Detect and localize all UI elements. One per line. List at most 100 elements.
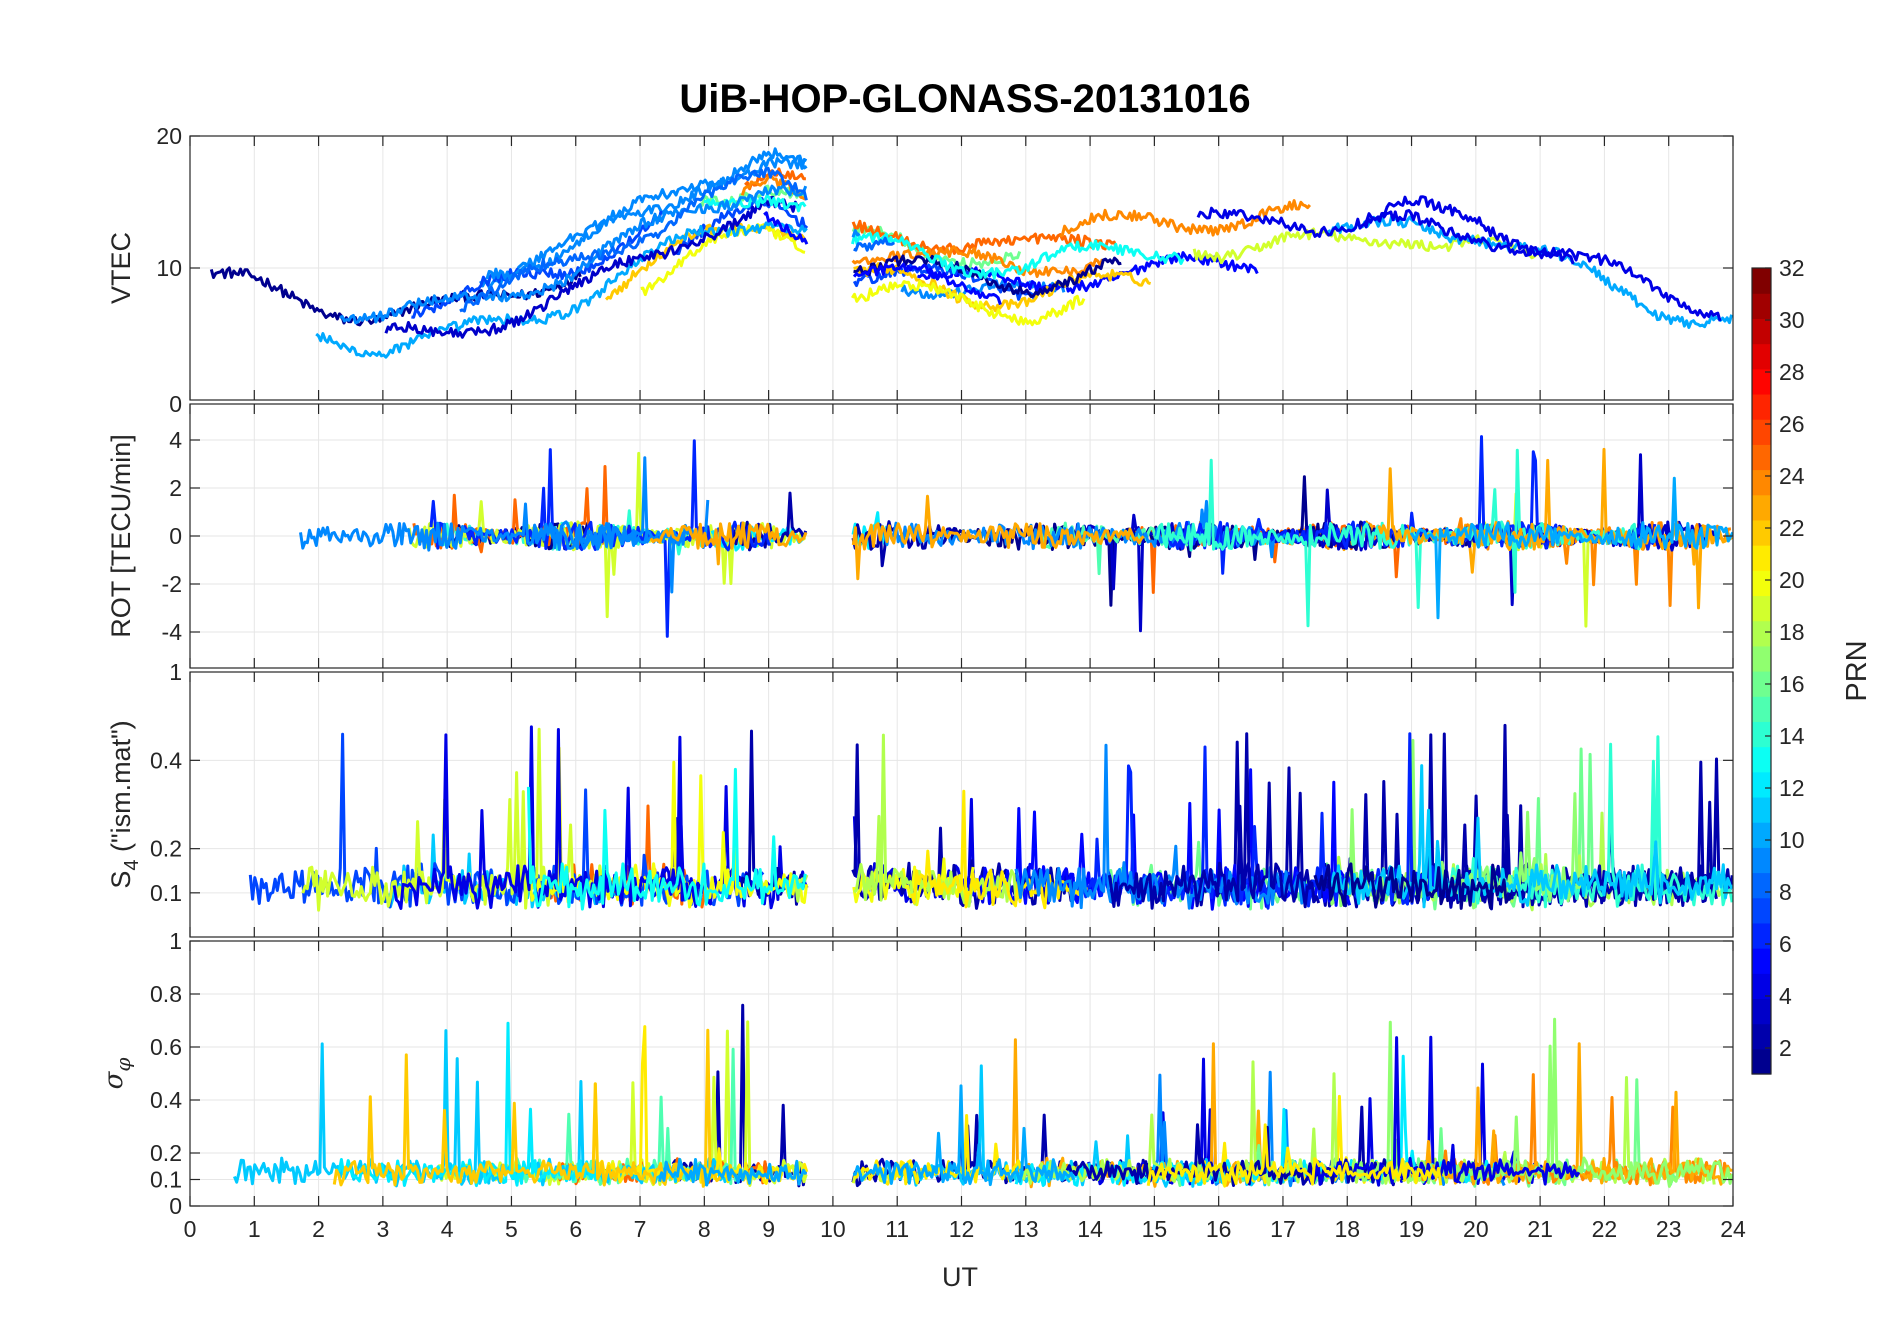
x-tick-label: 6 [569,1216,582,1242]
sigma_phi-series-group [233,1003,1733,1189]
colorbar-segment [1752,595,1771,622]
rot-series-group [299,435,1733,638]
colorbar-segment [1752,897,1771,924]
colorbar-segment [1752,1048,1771,1075]
y-tick-label: 0.6 [150,1034,182,1060]
rot-y-ticks: -4 -2 0 2 4 0 [162,391,1734,668]
y-tick-label: -4 [162,619,183,645]
prn-series-line [339,184,861,325]
colorbar-segment [1752,948,1771,974]
y-tick-label: 0 [169,1193,182,1219]
colorbar-segment [1752,721,1771,748]
prn-series-line [649,494,1145,581]
x-tick-label: 14 [1077,1216,1103,1242]
colorbar-tick-label: 12 [1779,775,1805,801]
y-tick-label: 20 [156,123,182,149]
prn-series-line [910,789,1088,910]
colorbar-tick-label: 4 [1779,983,1792,1009]
x-tick-label: 5 [505,1216,518,1242]
y-tick-label: -2 [162,571,182,597]
prn-series-line [526,767,807,911]
y-tick-label: 0 [169,523,182,549]
x-tick-label: 1 [248,1216,261,1242]
colorbar-segment [1752,671,1771,697]
x-tick-label: 13 [1013,1216,1039,1242]
sigma_phi-y-ticks: 00.10.2 0.4 0.6 0.8 1 [150,928,1734,1219]
s4-series-group [248,723,1733,912]
vtec-y-axis-label: VTEC [106,232,136,304]
prn-series-line [459,166,896,313]
colorbar-tick-label: 14 [1779,723,1805,749]
prn-series-line [1059,199,1312,238]
colorbar-segment [1752,746,1771,773]
x-tick-label: 24 [1720,1216,1746,1242]
colorbar-tick-label: 28 [1779,359,1805,385]
colorbar-segment [1752,469,1771,496]
colorbar-segment [1752,822,1771,848]
colorbar-segment [1752,545,1771,571]
colorbar-tick-label: 26 [1779,411,1805,437]
x-tick-label: 4 [441,1216,454,1242]
x-tick-label: 15 [1142,1216,1168,1242]
y-tick-label: 0.1 [150,1167,182,1193]
colorbar-tick-label: 2 [1779,1035,1792,1061]
prn-series-line [1362,209,1575,265]
x-tick-label: 2 [312,1216,325,1242]
prn-series-line [1330,764,1733,909]
x-tick-label: 3 [376,1216,389,1242]
sigma-phi-y-axis-label: σφ [99,1058,135,1090]
x-tick-label: 11 [885,1216,909,1242]
x-tick-label: 20 [1463,1216,1489,1242]
s4-y-ticks: 0.1 0.2 0.4 1 [150,659,1734,937]
colorbar-tick-label: 10 [1779,827,1805,853]
prn-series-line [1107,732,1321,910]
x-tick-label: 22 [1592,1216,1618,1242]
colorbar-tick-label: 18 [1779,619,1805,645]
y-tick-label: 0.8 [150,981,182,1007]
colorbar-segment [1752,268,1771,294]
prn-series-line [658,1084,1075,1187]
colorbar-segment [1752,318,1771,345]
x-tick-label: 10 [820,1216,846,1242]
colorbar-segment [1752,419,1771,445]
prn-series-line [763,211,1002,306]
colorbar-label: PRN [1841,640,1873,701]
rot-y-axis-label: ROT [TECU/min] [106,434,136,638]
prn-series-line [479,147,808,290]
y-tick-label: 0.2 [150,1140,182,1166]
vtec-y-ticks: 10 20 [156,123,1734,400]
sigma-phi-panel: 00.10.2 0.4 0.6 0.8 1 σφ [99,928,1734,1219]
x-tick-label: 17 [1270,1216,1296,1242]
colorbar-segment [1752,645,1771,672]
prn-series-line [384,195,801,339]
y-tick-label: 10 [156,255,182,281]
colorbar-segment [1752,444,1771,471]
colorbar-tick-label: 22 [1779,515,1805,541]
colorbar-segment [1752,570,1771,597]
y-tick-label: 0.4 [150,747,182,773]
colorbar-frame [1751,267,1772,1075]
prn-series-line [853,254,1122,299]
chart-title: UiB-HOP-GLONASS-20131016 [679,77,1250,121]
colorbar-segment [1752,796,1771,823]
colorbar-segment [1752,771,1771,798]
prn-series-line [530,499,710,594]
colorbar-segment [1752,368,1771,395]
colorbar-segment [1752,620,1771,647]
colorbar-tick-label: 30 [1779,307,1805,333]
x-tick-label: 18 [1334,1216,1360,1242]
colorbar-segment [1752,1023,1771,1050]
y-tick-label: 4 [169,427,182,453]
s4-y-axis-label: S4 ("ism.mat") [106,720,143,888]
x-tick-label: 19 [1399,1216,1425,1242]
x-axis-label: UT [942,1262,978,1292]
colorbar-segment [1752,872,1771,899]
prn-series-line [392,725,702,910]
y-tick-label-extra: 0 [169,391,182,417]
x-tick-label: 8 [698,1216,711,1242]
x-tick-label: 0 [184,1216,197,1242]
colorbar-segment [1752,973,1771,1000]
